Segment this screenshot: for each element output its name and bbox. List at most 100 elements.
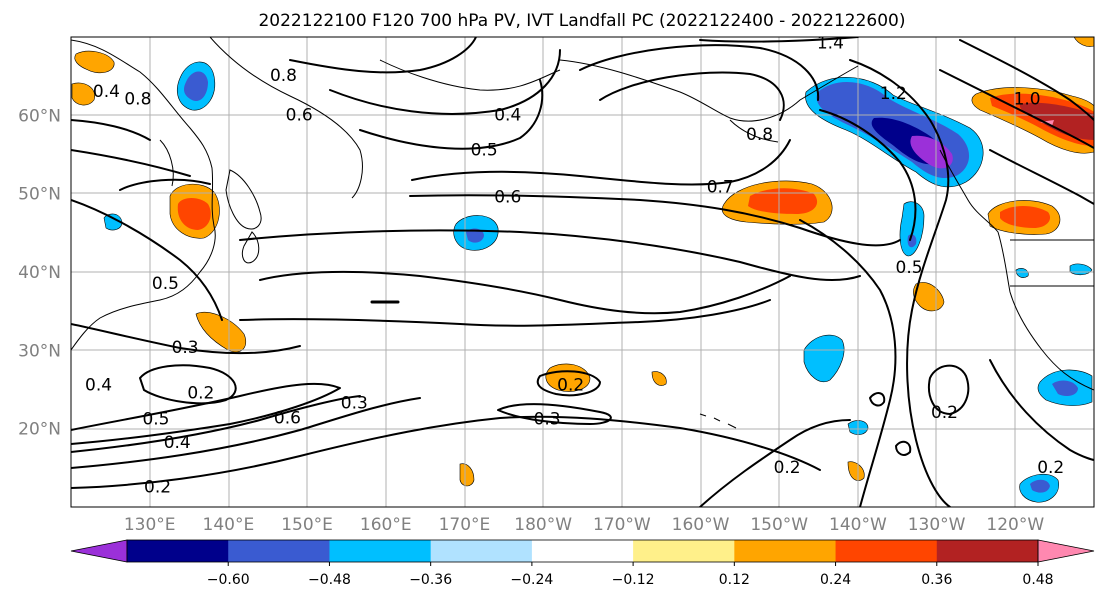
hawaii-islands xyxy=(699,413,737,429)
sakhalin-coast xyxy=(159,139,174,187)
contour-line xyxy=(139,364,237,405)
latitude-tick-label: 40°N xyxy=(18,263,61,283)
asia-coast xyxy=(71,39,216,351)
longitude-tick-label: 140°E xyxy=(203,515,255,535)
colorbar-frame xyxy=(126,539,1039,563)
colorbar-segment xyxy=(936,540,1039,562)
colorbar-segment xyxy=(329,540,432,562)
na-west-coast xyxy=(939,149,1094,391)
latitude-tick-label: 50°N xyxy=(18,185,61,205)
contour-line xyxy=(959,39,1094,121)
contour-label: 1.4 xyxy=(817,33,844,53)
longitude-tick-label: 170°W xyxy=(593,515,651,535)
colorbar-extend-high xyxy=(1037,539,1095,563)
contour-line xyxy=(989,149,1094,205)
longitude-tick-label: 150°E xyxy=(281,515,333,535)
contour-line xyxy=(329,49,561,115)
contour-labels: 1.41.20.80.70.60.50.40.80.60.50.30.20.5 0… xyxy=(85,33,1064,497)
map-area: 1.41.20.80.70.60.50.40.80.60.50.30.20.5 0… xyxy=(71,33,1094,507)
longitude-tick-label: 180°W xyxy=(514,515,572,535)
contour-line xyxy=(71,397,421,469)
colorbar-extend-low xyxy=(70,539,128,563)
longitude-tick-label: 140°W xyxy=(829,515,887,535)
contour-line xyxy=(71,119,151,141)
longitude-tick-label: 130°W xyxy=(908,515,966,535)
contour-label: 0.8 xyxy=(270,66,297,86)
latitude-ticks: 20°N 30°N 40°N 50°N 60°N xyxy=(18,106,61,439)
colorbar-tick-label: 0.36 xyxy=(921,572,952,588)
contour-label: 0.5 xyxy=(471,141,498,161)
contour-line xyxy=(71,382,341,445)
siberia-coast xyxy=(379,59,561,91)
longitude-tick-label: 160°E xyxy=(360,515,412,535)
contour-line xyxy=(869,392,886,407)
contour-label: 0.3 xyxy=(534,409,561,429)
contour-line xyxy=(71,149,191,177)
colorbar-segment xyxy=(835,540,938,562)
colorbar-segment xyxy=(228,540,330,562)
latitude-tick-label: 60°N xyxy=(18,106,61,126)
colorbar-tick-label: −0.24 xyxy=(510,572,553,588)
contour-line xyxy=(71,395,361,453)
contour-label: 0.2 xyxy=(1037,458,1064,478)
colorbar-tick-label: −0.48 xyxy=(308,572,351,588)
contour-line xyxy=(928,364,970,415)
colorbar-segment xyxy=(127,540,229,562)
colorbar-tick-label: −0.36 xyxy=(409,572,452,588)
contour-line xyxy=(409,194,901,247)
contour-line xyxy=(699,37,859,43)
longitude-tick-label: 120°W xyxy=(986,515,1044,535)
contour-label: 0.6 xyxy=(274,408,301,428)
map-frame xyxy=(70,36,1095,508)
contour-line xyxy=(119,178,211,191)
contour-label: 0.2 xyxy=(931,403,958,423)
gridlines xyxy=(71,37,1094,507)
contour-line xyxy=(699,419,851,507)
contour-label: 0.8 xyxy=(124,90,151,110)
contour-label: 0.2 xyxy=(774,458,801,478)
contour-label: 0.4 xyxy=(494,105,521,125)
contour-line xyxy=(849,59,951,507)
contour-line xyxy=(497,403,612,425)
contour-label: 0.4 xyxy=(85,376,112,396)
contour-label: 0.6 xyxy=(494,188,521,208)
contour-label: 0.2 xyxy=(557,376,584,396)
latitude-tick-label: 20°N xyxy=(18,420,61,440)
contour-label: 0.5 xyxy=(152,274,179,294)
japan-coast xyxy=(225,169,262,264)
contour-label: 0.2 xyxy=(144,477,171,497)
contour-label: 0.5 xyxy=(896,258,923,278)
contour-label: 1.2 xyxy=(880,84,907,104)
contour-line xyxy=(939,69,1094,149)
longitude-tick-label: 150°W xyxy=(750,515,808,535)
kamchatka-coast xyxy=(209,37,363,199)
colorbar-segment xyxy=(430,540,533,562)
colorbar-tick-label: 0.24 xyxy=(820,572,851,588)
colorbar-tick-label: 0.12 xyxy=(719,572,750,588)
contour-line xyxy=(359,79,544,150)
longitude-tick-label: 170°E xyxy=(439,515,491,535)
contour-label: 0.6 xyxy=(286,105,313,125)
colorbar-segment xyxy=(633,540,735,562)
contour-line xyxy=(71,323,301,355)
longitude-tick-label: 160°W xyxy=(672,515,730,535)
colorbar-tick-label: 0.48 xyxy=(1022,572,1053,588)
latitude-tick-label: 30°N xyxy=(18,341,61,361)
contour-line xyxy=(71,415,821,489)
contour-line xyxy=(989,359,1094,461)
contour-label: 1.0 xyxy=(1014,90,1041,110)
longitude-tick-label: 130°E xyxy=(124,515,176,535)
contour-label: 0.4 xyxy=(164,433,191,453)
colorbar-segment xyxy=(734,540,837,562)
colorbar-tick-label: −0.60 xyxy=(207,572,250,588)
contour-line xyxy=(259,270,791,315)
contour-label: 0.3 xyxy=(172,338,199,358)
contour-label: 0.8 xyxy=(746,125,773,145)
colorbar-tick-label: −0.12 xyxy=(612,572,655,588)
coastlines xyxy=(71,37,1094,429)
contour-line xyxy=(895,440,912,456)
alaska-coast xyxy=(559,59,859,122)
contour-label: 0.2 xyxy=(187,383,214,403)
contour-line xyxy=(536,370,601,397)
